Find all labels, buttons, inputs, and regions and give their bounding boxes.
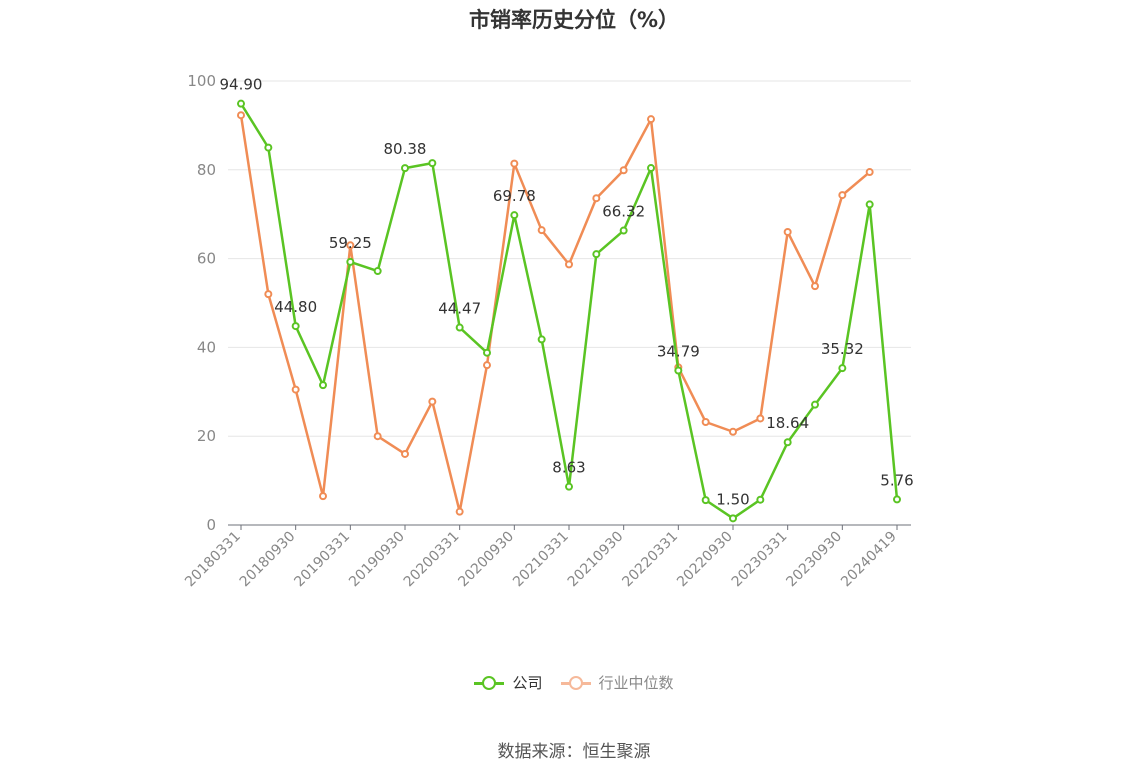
data-point-company: [893, 495, 901, 504]
data-point-industry-median: [565, 260, 573, 269]
x-tick-label: 20200331: [401, 529, 463, 591]
x-tick-label: 20220331: [619, 529, 681, 591]
data-point-industry-median: [483, 361, 491, 370]
data-point-company: [537, 335, 546, 344]
data-label: 94.90: [220, 76, 263, 94]
data-label: 18.64: [766, 414, 809, 432]
data-point-industry-median: [346, 241, 355, 250]
data-point-industry-median: [319, 492, 327, 501]
data-point-industry-median: [401, 449, 409, 458]
data-point-industry-median: [647, 115, 655, 124]
data-point-company: [701, 496, 710, 505]
data-label: 35.32: [821, 340, 864, 358]
y-tick-label: 0: [206, 516, 216, 534]
data-point-company: [674, 366, 683, 375]
data-point-industry-median: [264, 290, 273, 299]
data-label: 8.63: [552, 459, 585, 477]
data-label: 44.80: [274, 298, 317, 316]
data-point-company: [428, 159, 437, 168]
data-point-company: [237, 99, 245, 108]
data-point-company: [729, 514, 737, 523]
data-point-industry-median: [455, 507, 464, 516]
data-point-industry-median: [428, 397, 437, 406]
legend-line-circle-icon: [560, 675, 591, 690]
data-point-company: [592, 250, 601, 259]
x-tick-label: 20180331: [182, 529, 244, 591]
data-point-industry-median: [838, 191, 847, 200]
data-point-company: [264, 143, 273, 152]
x-tick-label: 20210930: [565, 529, 627, 591]
data-point-industry-median: [783, 227, 792, 236]
data-point-company: [455, 323, 464, 332]
data-label: 5.76: [880, 471, 913, 489]
legend-line-circle-icon: [474, 675, 505, 690]
legend-label-industry-median: 行业中位数: [598, 674, 674, 692]
series-line-industry-median: [239, 114, 871, 513]
y-tick-label: 60: [197, 250, 216, 268]
data-point-company: [756, 495, 765, 504]
data-point-industry-median: [237, 111, 245, 120]
data-point-company: [811, 400, 819, 409]
legend-item-industry-median[interactable]: 行业中位数: [560, 672, 674, 693]
legend-item-company[interactable]: 公司: [474, 672, 543, 693]
data-point-industry-median: [510, 159, 519, 168]
x-tick-label: 20230930: [783, 529, 845, 591]
data-point-industry-median: [373, 432, 382, 441]
chart-title: 市销率历史分位（%）: [468, 8, 680, 32]
y-tick-label: 20: [197, 427, 216, 445]
data-point-company: [865, 200, 874, 209]
y-tick-label: 40: [197, 338, 216, 356]
data-point-industry-median: [592, 194, 601, 203]
data-point-company: [291, 322, 300, 331]
data-point-industry-median: [756, 414, 765, 423]
data-point-company: [373, 267, 382, 276]
data-point-company: [647, 164, 655, 173]
data-point-company: [483, 348, 491, 357]
data-point-company: [319, 381, 327, 390]
x-tick-label: 20190331: [291, 529, 353, 591]
x-tick-label: 20240419: [838, 529, 900, 591]
legend: 公司 行业中位数: [0, 672, 1148, 693]
x-tick-label: 20190930: [346, 529, 408, 591]
data-point-company: [401, 164, 409, 173]
data-point-company: [565, 482, 573, 491]
data-label: 1.50: [716, 490, 749, 508]
data-label: 69.78: [493, 187, 536, 205]
legend-label-company: 公司: [512, 674, 543, 692]
data-point-company: [346, 257, 355, 266]
y-tick-label: 100: [187, 72, 216, 90]
x-tick-label: 20230331: [729, 529, 791, 591]
data-point-industry-median: [701, 417, 710, 426]
series-line-company: [239, 102, 899, 520]
x-tick-label: 20220930: [674, 529, 736, 591]
data-label: 44.47: [438, 300, 481, 318]
data-point-industry-median: [811, 282, 819, 291]
data-label: 34.79: [657, 343, 700, 361]
source-note: 数据来源：恒生聚源: [497, 742, 651, 762]
x-tick-label: 20200930: [455, 529, 517, 591]
data-point-industry-median: [865, 168, 874, 177]
data-label: 66.32: [602, 203, 645, 221]
x-tick-label: 20180930: [237, 529, 299, 591]
data-point-company: [838, 364, 847, 373]
data-point-company: [510, 211, 519, 220]
data-point-company: [783, 438, 792, 447]
data-point-industry-median: [537, 226, 546, 235]
x-tick-label: 20210331: [510, 529, 572, 591]
data-label: 59.25: [329, 234, 372, 252]
data-point-industry-median: [729, 427, 737, 436]
data-point-industry-median: [291, 385, 300, 394]
y-tick-label: 80: [197, 161, 216, 179]
data-point-company: [619, 226, 628, 235]
data-label: 80.38: [384, 140, 427, 158]
data-point-industry-median: [619, 166, 628, 175]
